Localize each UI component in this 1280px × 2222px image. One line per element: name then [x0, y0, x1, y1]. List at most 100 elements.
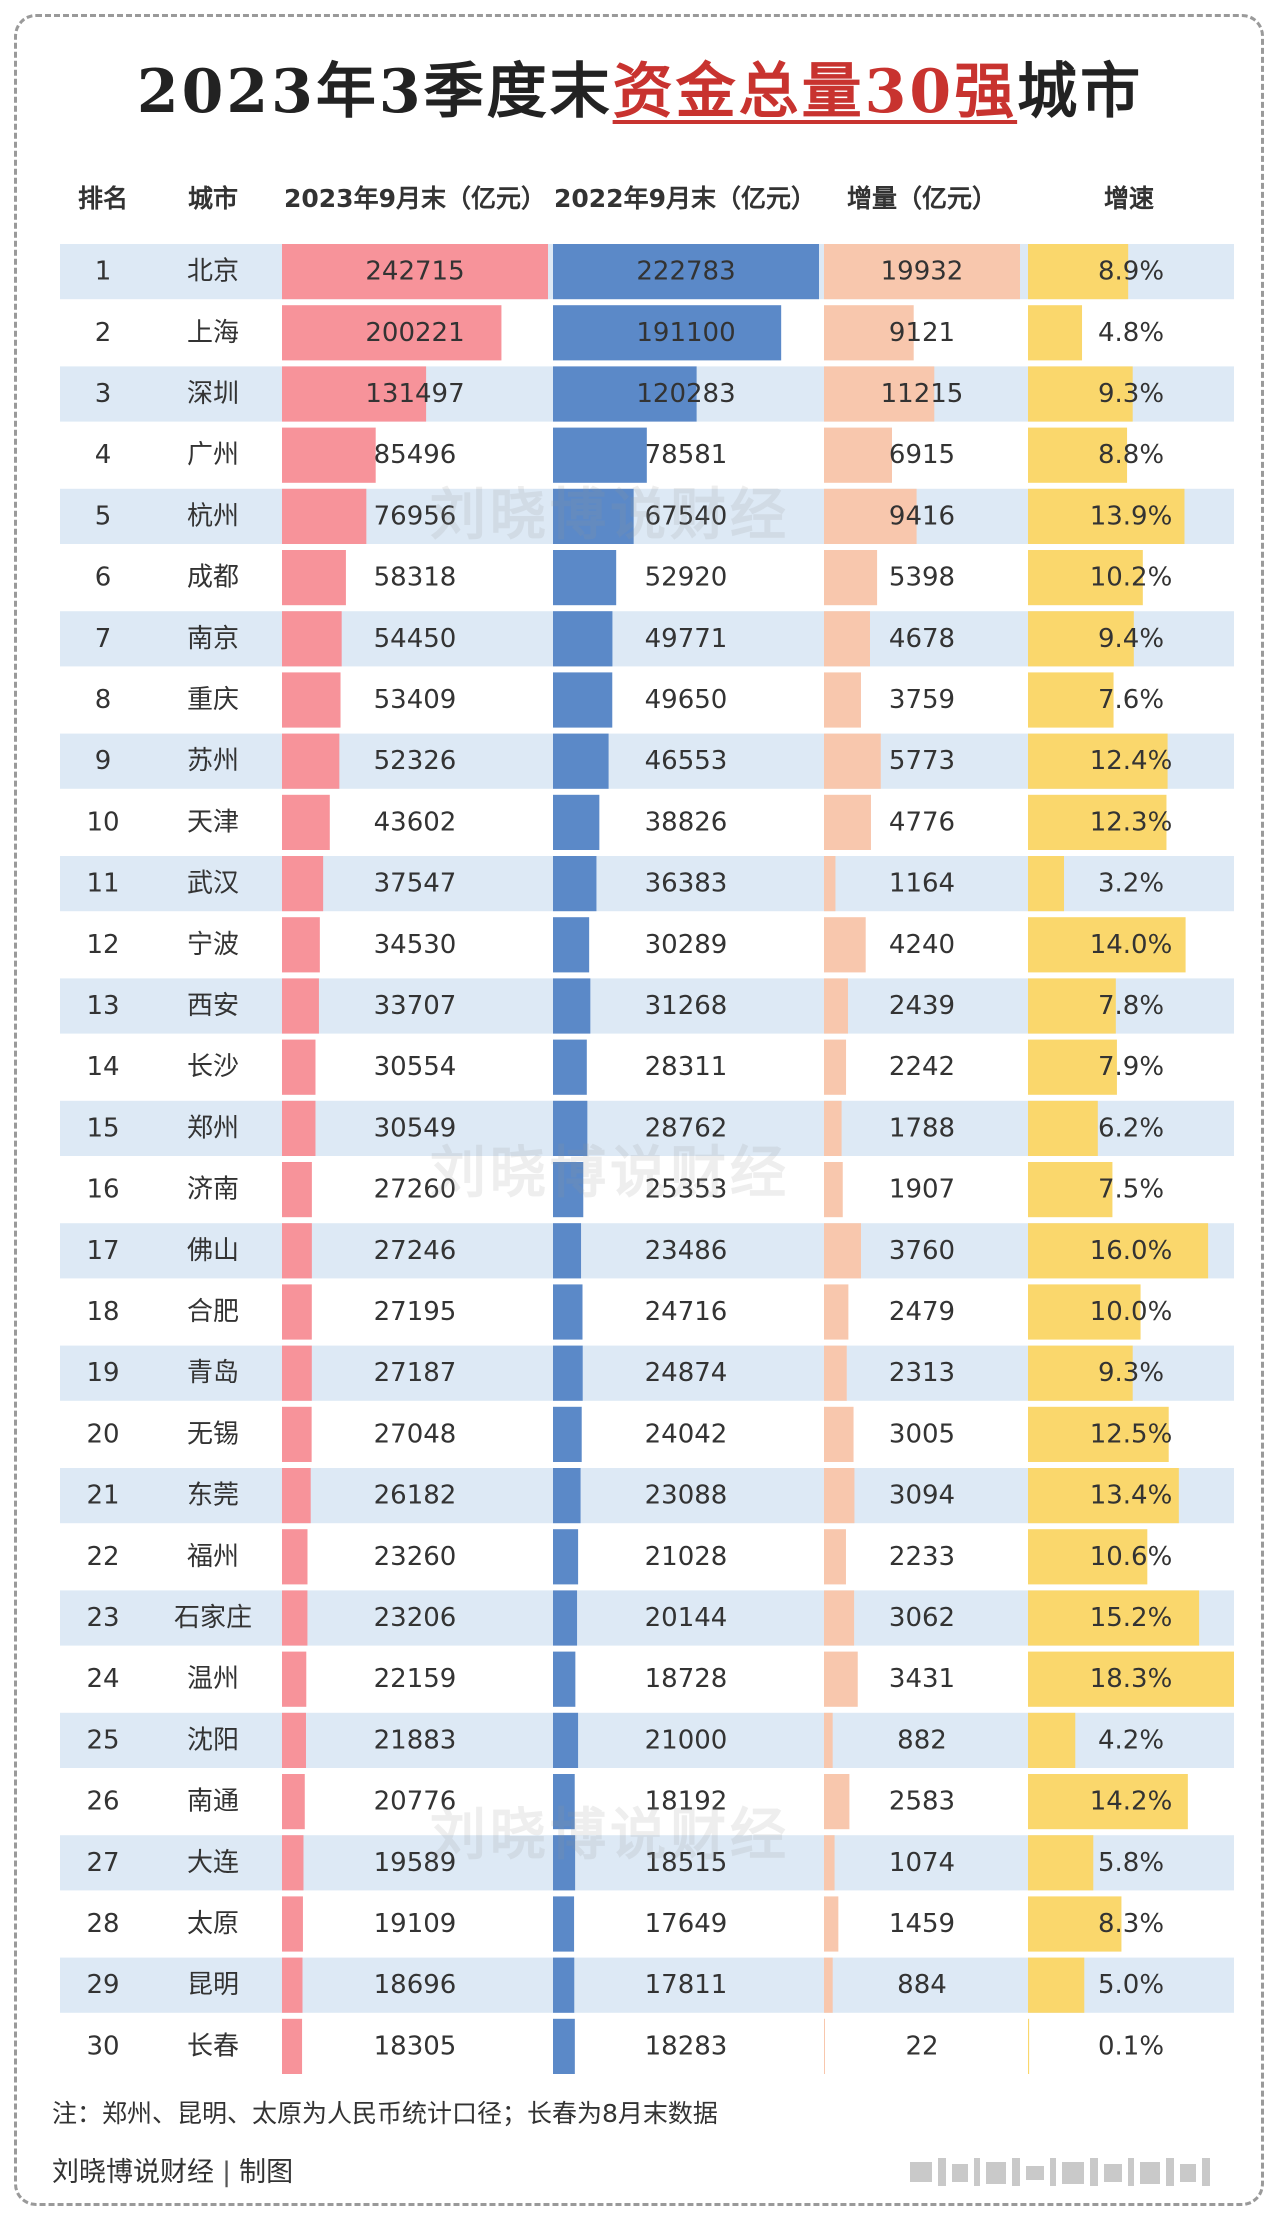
bar-2023 [282, 1957, 303, 2013]
cell-increase: 1164 [889, 869, 955, 899]
bar-2022 [553, 2018, 575, 2074]
bar-2023 [282, 1590, 308, 1646]
cell-2023: 54450 [374, 624, 457, 654]
cell-increase: 2439 [889, 991, 955, 1021]
cell-growth: 7.6% [1098, 685, 1164, 715]
cell-growth: 8.8% [1098, 440, 1164, 470]
bar-2022 [553, 1529, 579, 1585]
cell-increase: 1788 [889, 1113, 955, 1143]
bar-growth [1028, 733, 1168, 789]
cell-city: 佛山 [187, 1236, 239, 1266]
cell-2022: 25353 [645, 1175, 728, 1205]
bar-increase [824, 1223, 861, 1279]
bar-2023 [282, 550, 346, 606]
bar-2022 [553, 1590, 578, 1646]
cell-2022: 24874 [645, 1358, 728, 1388]
bar-2023 [282, 244, 548, 300]
cell-rank: 14 [86, 1052, 119, 1082]
bar-2023 [282, 1223, 312, 1279]
bar-growth [1028, 427, 1128, 483]
cell-rank: 2 [95, 318, 112, 348]
bar-growth [1028, 1100, 1098, 1156]
cell-city: 南通 [187, 1787, 239, 1817]
bar-2022 [553, 1284, 583, 1340]
bar-growth [1028, 488, 1185, 544]
cell-rank: 30 [86, 2031, 119, 2061]
bar-increase [824, 1712, 833, 1768]
bar-growth [1028, 856, 1065, 912]
cell-increase: 3760 [889, 1236, 955, 1266]
bar-2022 [553, 305, 782, 361]
cell-city: 沈阳 [187, 1725, 239, 1755]
bar-increase [824, 1039, 847, 1095]
cell-city: 武汉 [187, 869, 239, 899]
credit-name: 刘晓博说财经 [52, 2157, 214, 2188]
cell-rank: 17 [86, 1236, 119, 1266]
cell-2023: 37547 [374, 869, 457, 899]
cell-city: 重庆 [187, 685, 239, 715]
cell-growth: 12.3% [1090, 807, 1173, 837]
cell-2023: 43602 [374, 807, 457, 837]
cell-increase: 2313 [889, 1358, 955, 1388]
cell-rank: 20 [86, 1419, 119, 1449]
cell-2023: 18305 [374, 2031, 457, 2061]
cell-city: 石家庄 [174, 1603, 252, 1633]
table-header: 排名 城市 2023年9月末（亿元） 2022年9月末（亿元） 增量（亿元） 增… [0, 178, 1280, 220]
bar-growth [1028, 1039, 1117, 1095]
bar-growth [1028, 1774, 1188, 1830]
watermark-1: 刘晓博说财经 [430, 483, 790, 548]
cell-city: 昆明 [187, 1970, 239, 2000]
cell-increase: 3094 [889, 1481, 955, 1511]
cell-rank: 10 [86, 807, 119, 837]
cell-2023: 76956 [374, 501, 457, 531]
credit-separator: | [222, 2157, 232, 2188]
bar-2023 [282, 2018, 303, 2074]
cell-increase: 5398 [889, 563, 955, 593]
cell-city: 温州 [187, 1664, 239, 1694]
cell-city: 太原 [187, 1909, 239, 1939]
cell-city: 长沙 [187, 1052, 239, 1082]
cell-growth: 10.2% [1090, 563, 1173, 593]
bar-2023 [282, 794, 330, 850]
bar-2023 [282, 488, 367, 544]
bar-increase [824, 2018, 825, 2074]
cell-growth: 18.3% [1090, 1664, 1173, 1694]
bar-2022 [553, 1162, 584, 1218]
cell-2023: 22159 [374, 1664, 457, 1694]
cell-growth: 13.9% [1090, 501, 1173, 531]
chart-title: 2023年3季度末资金总量30强城市 [0, 52, 1280, 132]
bar-2023 [282, 1162, 312, 1218]
bar-2022 [553, 672, 613, 728]
bar-2022 [553, 550, 617, 606]
cell-growth: 12.5% [1090, 1419, 1173, 1449]
bar-increase [824, 550, 878, 606]
header-city: 城市 [187, 184, 238, 213]
cell-increase: 4240 [889, 930, 955, 960]
cell-2022: 17811 [645, 1970, 728, 2000]
cell-2023: 30549 [374, 1113, 457, 1143]
cell-growth: 7.8% [1098, 991, 1164, 1021]
bar-2022 [553, 488, 634, 544]
bar-2023 [282, 1345, 312, 1401]
bar-growth [1028, 1651, 1234, 1707]
cell-growth: 5.0% [1098, 1970, 1164, 2000]
footnote: 注：郑州、昆明、太原为人民币统计口径；长春为8月末数据 [52, 2099, 718, 2128]
cell-growth: 5.8% [1098, 1848, 1164, 1878]
cell-rank: 7 [95, 624, 112, 654]
cell-2022: 222783 [636, 257, 735, 287]
cell-increase: 1074 [889, 1848, 955, 1878]
cell-growth: 14.2% [1090, 1787, 1173, 1817]
bar-increase [824, 733, 881, 789]
cell-2022: 24716 [645, 1297, 728, 1327]
cell-2023: 19589 [374, 1848, 457, 1878]
cell-city: 福州 [187, 1542, 239, 1572]
cell-city: 北京 [187, 257, 239, 287]
cell-2022: 36383 [645, 869, 728, 899]
bar-growth [1028, 978, 1116, 1034]
bar-increase [824, 917, 866, 973]
bar-increase [824, 1957, 833, 2013]
cell-growth: 16.0% [1090, 1236, 1173, 1266]
cell-rank: 19 [86, 1358, 119, 1388]
cell-2022: 120283 [636, 379, 735, 409]
